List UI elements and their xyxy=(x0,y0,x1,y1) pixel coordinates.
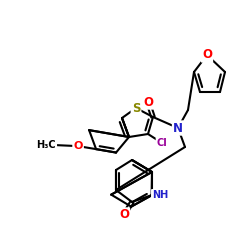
Text: O: O xyxy=(119,208,129,222)
Text: NH: NH xyxy=(152,190,168,200)
Text: O: O xyxy=(202,48,212,62)
Text: H₃C: H₃C xyxy=(36,140,56,150)
Text: S: S xyxy=(132,102,140,114)
Text: O: O xyxy=(143,96,153,108)
Text: O: O xyxy=(74,141,83,151)
Text: Cl: Cl xyxy=(156,138,168,148)
Text: N: N xyxy=(173,122,183,134)
